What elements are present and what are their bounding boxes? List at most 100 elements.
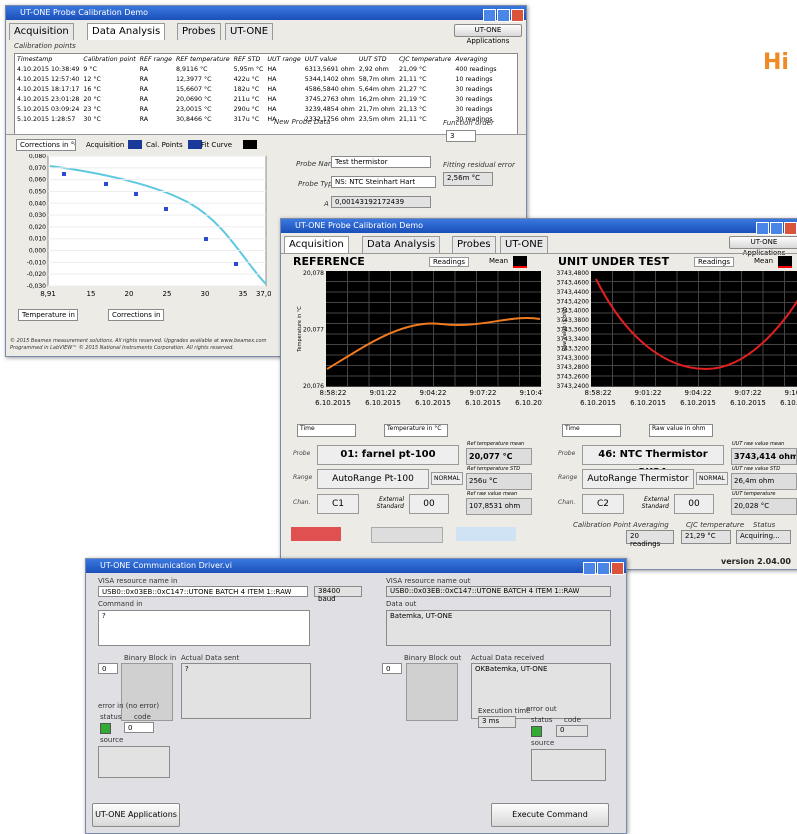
- cell: 9 °C: [81, 64, 137, 74]
- version: version 2.04.00: [721, 557, 791, 566]
- tab[interactable]: Data Analysis: [362, 236, 440, 253]
- column-header: Calibration point: [81, 54, 137, 64]
- code-out-label: code: [564, 716, 581, 724]
- tab[interactable]: Acquisition: [284, 236, 349, 253]
- order[interactable]: 3: [446, 130, 476, 142]
- readout-label: Ref temperature STD: [467, 466, 520, 472]
- apps-button[interactable]: UT-ONE Applications: [454, 24, 522, 37]
- field-value[interactable]: AutoRange Thermistor: [582, 469, 694, 489]
- cell: 4586,5840 ohm: [303, 84, 357, 94]
- received-label: Actual Data received: [471, 654, 544, 662]
- cell: RA: [138, 114, 174, 124]
- x-control[interactable]: Time: [562, 424, 621, 437]
- error-in-label: error in (no error): [98, 702, 159, 710]
- cell: 23,5m ohm: [357, 114, 397, 124]
- y-tick-label: 3743,4600: [557, 279, 590, 286]
- cell: 30 readings: [453, 104, 498, 114]
- error-label: Fitting residual error: [443, 161, 515, 169]
- code-out: 0: [556, 725, 588, 737]
- x-tick-date: 6.10.2015: [365, 399, 401, 407]
- execute-button[interactable]: Execute Command: [491, 803, 609, 827]
- ext[interactable]: 00: [409, 494, 449, 514]
- cell: 4.10.2015 18:17:17: [15, 84, 81, 94]
- legend-swatch: [188, 140, 202, 149]
- legend-swatch: [128, 140, 142, 149]
- command[interactable]: ?: [98, 610, 310, 646]
- mode[interactable]: NORMAL: [431, 472, 463, 485]
- probe-type[interactable]: NS: NTC Steinhart Hart: [331, 176, 436, 188]
- x-control[interactable]: Time: [297, 424, 356, 437]
- x-tick-date: 6.10.2015: [415, 399, 451, 407]
- cal-point: [104, 182, 108, 186]
- y-tick-label: 3743,2600: [557, 374, 590, 381]
- x-tick-label: 9:10:47: [520, 389, 544, 397]
- baud[interactable]: 38400 baud: [314, 586, 362, 597]
- x-tick-date: 6.10.2015: [780, 399, 797, 407]
- column-header: REF range: [138, 54, 174, 64]
- legend-mean: Mean: [489, 257, 508, 265]
- legend-swatch: [778, 256, 792, 268]
- tab[interactable]: Data Analysis: [87, 23, 165, 40]
- tab[interactable]: Probes: [177, 23, 221, 40]
- x-tick-label: 8,91: [40, 290, 56, 298]
- cal-point: [234, 262, 238, 266]
- cell: HA: [265, 84, 302, 94]
- ext-label: External Standard: [369, 496, 404, 510]
- tab[interactable]: UT-ONE: [500, 236, 548, 253]
- field-value[interactable]: AutoRange Pt-100: [317, 469, 429, 489]
- code-in[interactable]: 0: [124, 722, 154, 733]
- cell: HA: [265, 74, 302, 84]
- apps-button[interactable]: UT-ONE Applications: [92, 803, 180, 827]
- bin-in[interactable]: 0: [98, 663, 118, 674]
- probe-name[interactable]: Test thermistor: [331, 156, 431, 168]
- y-axis-label: Temperature in °C: [297, 306, 303, 353]
- y-tick-label: 0,080: [29, 154, 46, 160]
- field-value[interactable]: 01: farnel pt-100: [317, 445, 459, 465]
- visa-in-label: VISA resource name in: [98, 577, 177, 585]
- cell: 23,0015 °C: [174, 104, 232, 114]
- cell: 58,7m ohm: [357, 74, 397, 84]
- field-value[interactable]: 46: NTC Thermistor 3K3A: [582, 445, 724, 465]
- cell: 10 readings: [453, 74, 498, 84]
- readout-label: UUT raw value mean: [732, 441, 784, 447]
- tab[interactable]: Acquisition: [9, 23, 74, 40]
- x-control[interactable]: Temperature in °C: [18, 309, 78, 321]
- y-control[interactable]: Raw value in ohm: [649, 424, 713, 437]
- bin-in-label: Binary Block in: [124, 654, 176, 662]
- tab[interactable]: UT-ONE: [225, 23, 273, 40]
- cell: RA: [138, 104, 174, 114]
- y-control[interactable]: Temperature in °C: [384, 424, 448, 437]
- code-label: code: [134, 713, 151, 721]
- a-label: A: [324, 200, 329, 208]
- cell: 21,09 °C: [397, 64, 453, 74]
- sent: ?: [181, 663, 311, 719]
- y-control[interactable]: Corrections in °C: [108, 309, 164, 321]
- visa-out-label: VISA resource name out: [386, 577, 470, 585]
- y-tick-label: 0,030: [29, 212, 46, 219]
- cell: 21,19 °C: [397, 94, 453, 104]
- apps-button[interactable]: UT-ONE Applications: [729, 236, 797, 249]
- y-tick-label: -0,030: [27, 283, 47, 290]
- x-tick-date: 6.10.2015: [680, 399, 716, 407]
- field-value[interactable]: C1: [317, 494, 359, 514]
- field-value[interactable]: C2: [582, 494, 624, 514]
- cell: 23 °C: [81, 104, 137, 114]
- cell: 3239,4854 ohm: [303, 104, 357, 114]
- ext[interactable]: 00: [674, 494, 714, 514]
- tab[interactable]: Probes: [452, 236, 496, 253]
- cell: 5,95m °C: [232, 64, 266, 74]
- x-tick-date: 6.10.2015: [465, 399, 501, 407]
- window-buttons[interactable]: [582, 560, 624, 579]
- cell: 182u °C: [232, 84, 266, 94]
- readout-value: 20,077 °C: [466, 448, 532, 465]
- cell: 21,27 °C: [397, 84, 453, 94]
- visa-in[interactable]: USB0::0x03EB::0xC147::UTONE BATCH 4 ITEM…: [98, 586, 308, 597]
- mode[interactable]: NORMAL: [696, 472, 728, 485]
